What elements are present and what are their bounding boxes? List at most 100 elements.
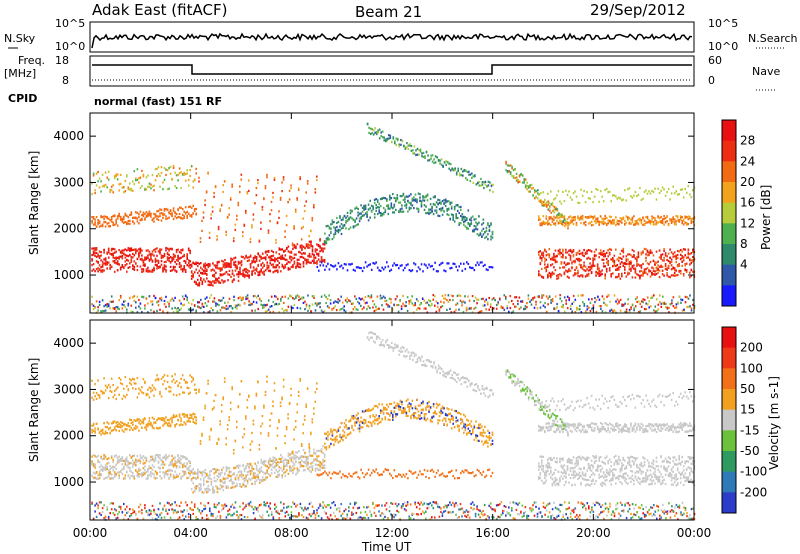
heatmap-cell xyxy=(659,294,661,297)
heatmap-cell xyxy=(225,262,228,265)
heatmap-cell xyxy=(197,283,199,286)
heatmap-cell xyxy=(136,269,139,272)
heatmap-cell xyxy=(169,213,172,216)
heatmap-cell xyxy=(175,174,178,177)
heatmap-cell xyxy=(577,215,579,218)
heatmap-cell xyxy=(159,185,161,188)
heatmap-cell xyxy=(581,194,584,197)
heatmap-cell xyxy=(92,223,95,226)
heatmap-cell xyxy=(406,142,408,145)
heatmap-cell xyxy=(121,264,124,267)
heatmap-cell xyxy=(396,196,399,199)
heatmap-cell xyxy=(417,207,420,211)
heatmap-cell xyxy=(267,250,270,253)
heatmap-cell xyxy=(354,306,356,309)
heatmap-cell xyxy=(100,215,102,219)
heatmap-cell xyxy=(590,250,593,253)
heatmap-cell xyxy=(343,263,346,266)
heatmap-cell xyxy=(421,152,423,155)
heatmap-cell xyxy=(142,467,145,470)
heatmap-cell xyxy=(556,216,558,219)
heatmap-cell xyxy=(674,306,676,309)
heatmap-cell xyxy=(692,303,694,306)
heatmap-cell xyxy=(508,170,510,173)
heatmap-cell xyxy=(132,267,134,270)
heatmap-cell xyxy=(169,265,172,268)
heatmap-cell xyxy=(559,294,561,297)
heatmap-cell xyxy=(165,265,167,268)
heatmap-cell xyxy=(237,262,240,265)
freq-tick-left-bottom: 8 xyxy=(62,74,69,87)
heatmap-cell xyxy=(633,250,635,253)
heatmap-cell xyxy=(566,270,569,273)
heatmap-cell xyxy=(547,208,550,211)
heatmap-cell xyxy=(275,469,278,472)
heatmap-cell xyxy=(184,269,187,272)
heatmap-cell xyxy=(278,247,281,250)
heatmap-cell xyxy=(649,192,652,195)
heatmap-cell xyxy=(216,487,219,490)
heatmap-cell xyxy=(169,475,172,478)
heatmap-cell xyxy=(628,272,631,275)
heatmap-cell xyxy=(213,489,216,492)
heatmap-cell xyxy=(605,187,608,191)
heatmap-cell xyxy=(687,222,690,226)
heatmap-cell xyxy=(559,213,562,216)
heatmap-cell xyxy=(532,297,534,300)
heatmap-cell xyxy=(218,488,220,491)
heatmap-cell xyxy=(100,455,102,458)
heatmap-cell xyxy=(135,250,137,253)
heatmap-cell xyxy=(200,307,202,310)
heatmap-cell xyxy=(666,191,668,194)
heatmap-cell xyxy=(657,271,659,274)
heatmap-cell xyxy=(255,256,258,259)
heatmap-cell xyxy=(118,249,120,252)
heatmap-cell xyxy=(590,267,593,270)
heatmap-cell xyxy=(126,263,128,266)
heatmap-cell xyxy=(348,299,350,302)
heatmap-cell xyxy=(239,261,241,264)
heatmap-cell xyxy=(272,259,275,262)
freq-tick-right-top: 60 xyxy=(708,54,722,67)
heatmap-cell xyxy=(607,294,610,297)
heatmap-cell xyxy=(505,160,507,163)
heatmap-cell xyxy=(118,212,120,215)
heatmap-cell xyxy=(476,228,479,231)
heatmap-cell xyxy=(475,225,477,228)
heatmap-cell xyxy=(156,473,158,476)
heatmap-cell xyxy=(450,205,453,208)
heatmap-cell xyxy=(407,210,409,213)
heatmap-cell xyxy=(121,186,124,189)
heatmap-cell xyxy=(580,264,582,267)
heatmap-cell xyxy=(392,211,394,214)
heatmap-cell xyxy=(110,300,113,303)
heatmap-cell xyxy=(548,295,551,298)
heatmap-cell xyxy=(361,308,364,311)
heatmap-cell xyxy=(101,468,104,471)
heatmap-cell xyxy=(361,269,364,273)
heatmap-cell xyxy=(101,185,104,188)
heatmap-cell xyxy=(205,191,208,194)
heatmap-cell xyxy=(248,276,250,279)
heatmap-cell xyxy=(290,250,293,253)
heatmap-cell xyxy=(171,461,173,464)
heatmap-cell xyxy=(266,261,268,264)
heatmap-cell xyxy=(270,464,273,467)
heatmap-cell xyxy=(174,254,176,257)
heatmap-cell xyxy=(384,296,386,299)
heatmap-cell xyxy=(166,169,169,172)
heatmap-cell xyxy=(112,247,114,250)
heatmap-cell xyxy=(547,220,549,223)
heatmap-cell xyxy=(274,257,276,260)
heatmap-cell xyxy=(314,191,317,194)
heatmap-cell xyxy=(468,307,471,310)
heatmap-cell xyxy=(236,484,238,487)
heatmap-cell xyxy=(106,263,108,266)
heatmap-cell xyxy=(548,256,551,259)
heatmap-cell xyxy=(242,272,244,275)
heatmap-cell xyxy=(624,266,626,269)
heatmap-cell xyxy=(339,215,341,218)
heatmap-cell xyxy=(264,250,267,253)
heatmap-cell xyxy=(186,298,188,302)
heatmap-cell xyxy=(254,309,256,312)
